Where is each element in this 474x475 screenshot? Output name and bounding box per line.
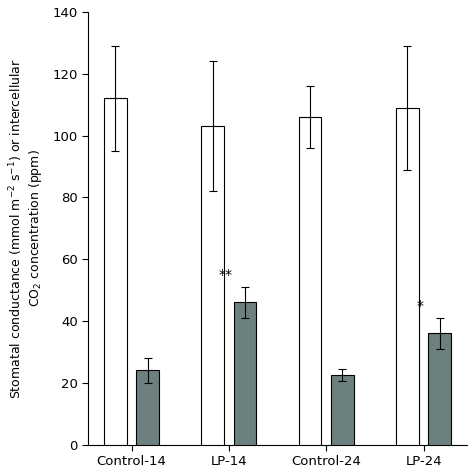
- Y-axis label: Stomatal conductance (mmol m$^{-2}$ s$^{-1}$) or intercellular
CO$_2$ concentrat: Stomatal conductance (mmol m$^{-2}$ s$^{…: [7, 58, 44, 399]
- Bar: [201, 126, 224, 445]
- Bar: [104, 98, 127, 445]
- Bar: [299, 117, 321, 445]
- Text: *: *: [417, 299, 424, 314]
- Text: **: **: [219, 268, 233, 282]
- Bar: [137, 370, 159, 445]
- Bar: [428, 333, 451, 445]
- Bar: [331, 375, 354, 445]
- Bar: [396, 108, 419, 445]
- Bar: [234, 303, 256, 445]
